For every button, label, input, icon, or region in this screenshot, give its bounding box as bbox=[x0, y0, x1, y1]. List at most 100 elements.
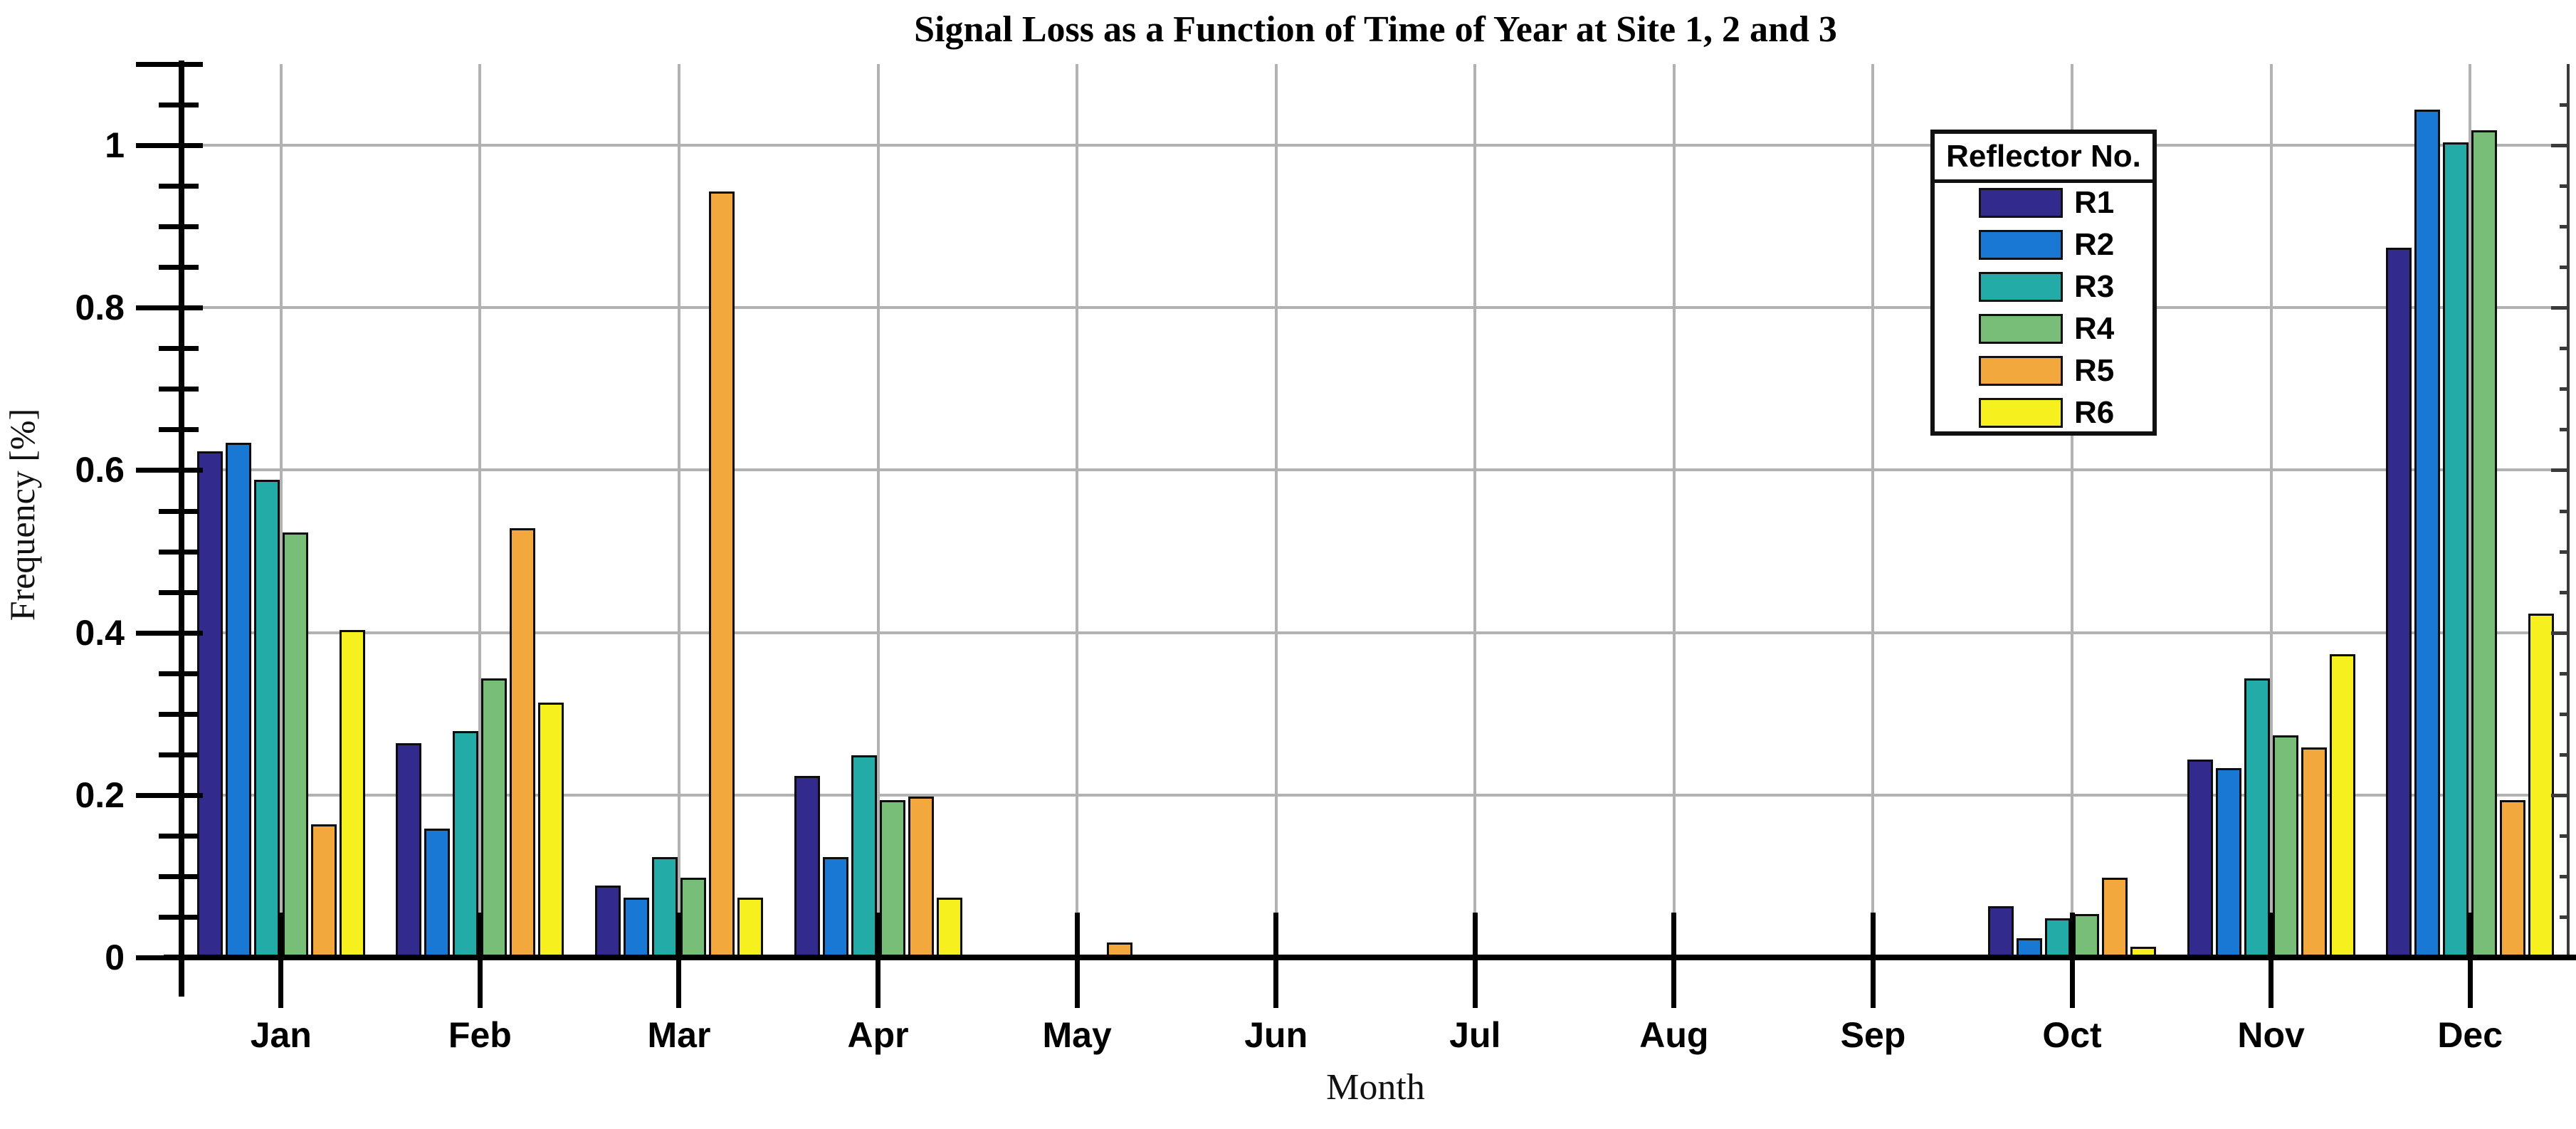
x-major-tick bbox=[2069, 913, 2075, 1008]
bar-r3-apr bbox=[851, 755, 877, 955]
right-major-tick bbox=[2551, 144, 2570, 148]
bar-r4-feb bbox=[481, 678, 508, 955]
r3-swatch bbox=[1979, 272, 2063, 302]
bar-r6-oct bbox=[2130, 946, 2157, 955]
bar-r1-mar bbox=[594, 886, 621, 955]
bar-r6-dec bbox=[2528, 613, 2555, 955]
bar-r4-apr bbox=[879, 800, 905, 955]
v-gridline bbox=[1871, 64, 1875, 957]
y-minor-tick bbox=[159, 752, 199, 757]
bar-r1-jan bbox=[196, 451, 223, 955]
bar-r4-oct bbox=[2073, 913, 2100, 955]
r4-swatch bbox=[1979, 314, 2063, 344]
y-tick-label: 0.2 bbox=[75, 774, 125, 815]
bar-r2-jan bbox=[225, 443, 251, 955]
bar-r6-feb bbox=[538, 703, 564, 955]
right-minor-tick bbox=[2560, 590, 2570, 594]
bar-r3-dec bbox=[2443, 142, 2469, 955]
y-tick-label: 0.4 bbox=[75, 612, 125, 653]
y-tick-label: 1 bbox=[105, 125, 125, 166]
y-major-tick bbox=[136, 955, 203, 960]
bar-r2-oct bbox=[2017, 938, 2043, 955]
bar-r3-jan bbox=[253, 479, 280, 955]
h-gridline bbox=[182, 144, 2570, 147]
v-gridline bbox=[2071, 64, 2074, 957]
right-major-tick bbox=[2551, 306, 2570, 310]
bar-r2-feb bbox=[424, 829, 451, 955]
y-major-tick bbox=[136, 630, 203, 636]
x-tick-label: Oct bbox=[2042, 1015, 2102, 1055]
v-gridline bbox=[2469, 64, 2472, 957]
y-axis-top-tick bbox=[136, 62, 203, 67]
bar-r3-oct bbox=[2045, 918, 2071, 955]
x-tick-label: May bbox=[1042, 1015, 1112, 1055]
x-major-tick bbox=[2467, 913, 2473, 1008]
y-tick-label: 0.6 bbox=[75, 450, 125, 490]
h-gridline bbox=[182, 631, 2570, 634]
bar-r1-apr bbox=[794, 776, 820, 955]
right-minor-tick bbox=[2560, 103, 2570, 107]
chart-title: Signal Loss as a Function of Time of Yea… bbox=[914, 9, 1837, 50]
bar-r6-apr bbox=[936, 898, 962, 955]
bar-r1-nov bbox=[2187, 760, 2213, 955]
legend-row: R3 bbox=[1935, 269, 2152, 305]
right-minor-tick bbox=[2560, 509, 2570, 513]
x-tick-label: Dec bbox=[2437, 1015, 2503, 1055]
right-minor-tick bbox=[2560, 915, 2570, 919]
y-minor-tick bbox=[159, 427, 199, 433]
y-minor-tick bbox=[159, 914, 199, 920]
x-axis-label: Month bbox=[1326, 1067, 1425, 1108]
y-tick-label: 0 bbox=[105, 938, 125, 977]
bar-r5-oct bbox=[2102, 877, 2128, 955]
x-tick-label: Jan bbox=[250, 1015, 312, 1055]
bar-r5-mar bbox=[708, 191, 735, 955]
right-major-tick bbox=[2551, 468, 2570, 473]
right-minor-tick bbox=[2560, 671, 2570, 676]
bar-r2-nov bbox=[2215, 767, 2241, 955]
right-minor-tick bbox=[2560, 387, 2570, 392]
legend-entry-label: R1 bbox=[2074, 185, 2115, 220]
y-axis-spine bbox=[179, 61, 184, 997]
bar-r5-jan bbox=[310, 824, 337, 955]
bar-r6-mar bbox=[737, 898, 763, 955]
y-minor-tick bbox=[159, 224, 199, 230]
bar-r6-nov bbox=[2329, 653, 2355, 955]
r2-swatch bbox=[1979, 230, 2063, 260]
bar-r3-feb bbox=[453, 731, 479, 955]
y-axis-label: Frequency [%] bbox=[2, 408, 42, 621]
bar-r4-mar bbox=[680, 877, 706, 955]
x-tick-label: Apr bbox=[847, 1015, 909, 1055]
bar-r1-oct bbox=[1988, 905, 2014, 955]
x-major-tick bbox=[1074, 913, 1080, 1008]
bar-r5-dec bbox=[2500, 800, 2526, 955]
bar-r4-dec bbox=[2471, 130, 2498, 955]
legend-entry-label: R6 bbox=[2074, 395, 2115, 430]
right-minor-tick bbox=[2560, 225, 2570, 229]
r1-swatch bbox=[1979, 188, 2063, 218]
right-minor-tick bbox=[2560, 834, 2570, 838]
x-major-tick bbox=[676, 913, 682, 1008]
v-gridline bbox=[1274, 64, 1278, 957]
right-minor-tick bbox=[2560, 428, 2570, 432]
y-minor-tick bbox=[159, 873, 199, 879]
right-minor-tick bbox=[2560, 266, 2570, 270]
legend-row: R2 bbox=[1935, 227, 2152, 263]
legend-entry-label: R4 bbox=[2074, 311, 2115, 346]
right-minor-tick bbox=[2560, 550, 2570, 554]
bar-r3-nov bbox=[2244, 678, 2270, 955]
x-tick-label: Feb bbox=[448, 1015, 512, 1055]
bar-r5-apr bbox=[908, 796, 934, 955]
bar-r1-dec bbox=[2386, 248, 2412, 955]
y-minor-tick bbox=[159, 589, 199, 595]
legend-row: R6 bbox=[1935, 395, 2152, 431]
legend-title: Reflector No. bbox=[1935, 134, 2152, 183]
right-minor-tick bbox=[2560, 874, 2570, 878]
y-minor-tick bbox=[159, 265, 199, 271]
x-tick-label: Jun bbox=[1244, 1015, 1308, 1055]
y-major-tick bbox=[136, 305, 203, 311]
v-gridline bbox=[478, 64, 482, 957]
y-major-tick bbox=[136, 792, 203, 798]
y-minor-tick bbox=[159, 711, 199, 717]
x-tick-label: Aug bbox=[1639, 1015, 1709, 1055]
